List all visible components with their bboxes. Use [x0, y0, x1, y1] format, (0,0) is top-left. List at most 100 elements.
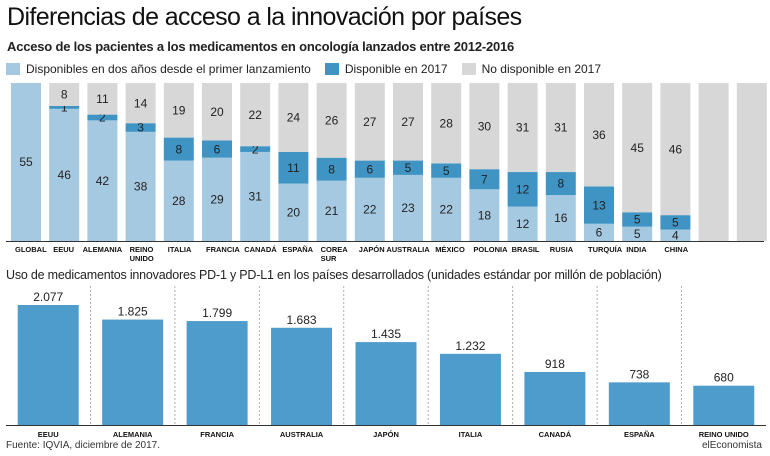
bar-segment: [469, 83, 500, 170]
bar-value-label: 2.077: [33, 290, 63, 304]
bar-stack: 6 13 36: [584, 83, 614, 241]
segment-value-label: 2: [99, 111, 106, 125]
segment-value-label: 6: [596, 226, 603, 240]
bar-stack: 28 8 19: [163, 83, 194, 241]
segment-value-label: 5: [405, 161, 412, 175]
category-label: COREA: [321, 245, 349, 254]
bar-segment: [163, 137, 194, 161]
bar-segment: [316, 83, 347, 158]
bar-segment: [240, 146, 271, 152]
bar-value-label: 918: [545, 357, 565, 371]
segment-value-label: 11: [96, 92, 109, 106]
bar-segment: [278, 83, 309, 152]
bar-stack: 55 45: [622, 83, 653, 241]
bar-segment: [87, 83, 118, 115]
segment-value-label: 6: [366, 162, 373, 176]
bar: [102, 319, 164, 425]
legend-label: Disponibles en dos años desde el primer …: [26, 62, 311, 76]
bar-segment: [125, 131, 156, 241]
segment-value-label: 5: [634, 213, 641, 227]
segment-value-label: 8: [557, 177, 564, 191]
segment-value-label: 42: [96, 174, 110, 188]
bar-value-label: 1.683: [287, 313, 317, 327]
category-label: EEUU: [53, 245, 74, 254]
bar-segment: [202, 157, 232, 241]
segment-value-label: 16: [554, 211, 568, 225]
category-label: ALEMANIA: [113, 430, 153, 439]
bar-segment: [49, 83, 80, 106]
segment-value-label: 30: [478, 119, 492, 133]
bar-segment: [507, 206, 538, 241]
segment-value-label: 38: [134, 180, 148, 194]
segment-value-label: 21: [325, 204, 339, 218]
category-label: BRASIL: [512, 245, 540, 254]
bar-empty: [736, 83, 767, 241]
category-label: JAPÓN: [373, 430, 399, 439]
bar-value-label: 1.799: [202, 306, 232, 320]
bar-stack: 20 11 24: [278, 83, 309, 241]
category-label: CANADÁ: [244, 245, 277, 254]
bar-segment: [163, 83, 194, 138]
category-label: JAPÓN: [359, 245, 385, 254]
bar-stack: 22 6 27: [354, 83, 385, 241]
bar-value-label: 1.232: [455, 339, 485, 353]
category-label: TURQUÍA: [588, 245, 623, 254]
section2-title: Uso de medicamentos innovadores PD-1 y P…: [6, 268, 662, 282]
bar: [17, 305, 79, 425]
legend-item-available-two-years: Disponibles en dos años desde el primer …: [6, 62, 311, 76]
legend-label: No disponible en 2017: [481, 62, 602, 76]
legend-item-available-2017: Disponible en 2017: [324, 62, 448, 76]
segment-value-label: 11: [287, 161, 300, 175]
bar-segment: [622, 212, 653, 227]
bar-segment: [316, 180, 347, 241]
segment-value-label: 8: [328, 162, 335, 176]
bar: [693, 385, 755, 425]
segment-value-label: 27: [401, 115, 415, 129]
source-note: Fuente: IQVIA, diciembre de 2017.: [6, 440, 160, 451]
bar-segment: [507, 172, 538, 207]
category-label: INDIA: [626, 245, 647, 254]
bar-stack: 21 8 26: [316, 83, 347, 241]
bar-segment: [49, 108, 80, 241]
bar-stack: 45 46: [660, 83, 691, 242]
bar-segment: [49, 105, 80, 109]
category-label: ITALIA: [168, 245, 192, 254]
bar-segment: [431, 163, 462, 178]
segment-value-label: 5: [672, 216, 679, 230]
bar-stack: 38 3 14: [125, 83, 156, 241]
category-label: UNIDO: [130, 254, 154, 263]
bar-segment: [584, 186, 614, 224]
bar-segment: [431, 83, 462, 164]
bar-segment: [125, 83, 156, 124]
segment-value-label: 31: [249, 190, 263, 204]
chart-title: Diferencias de acceso a la innovación po…: [7, 3, 522, 31]
bar-stack: [736, 83, 767, 241]
bar: [439, 353, 501, 425]
category-label: CANADÁ: [539, 430, 572, 439]
category-label: REINO UNIDO: [699, 430, 749, 439]
bar: [271, 327, 333, 425]
category-label: RUSIA: [550, 245, 574, 254]
segment-value-label: 31: [516, 121, 530, 135]
segment-value-label: 46: [669, 142, 683, 156]
category-label: FRANCIA: [200, 430, 234, 439]
bar-stack: 18 7 30: [469, 83, 500, 241]
bar-empty: [698, 83, 729, 241]
category-label: AUSTRALIA: [280, 430, 324, 439]
bar-segment: [87, 114, 118, 121]
category-label: SUR: [321, 254, 337, 263]
legend-label: Disponible en 2017: [344, 62, 448, 76]
bar-stack: 16 8 31: [545, 83, 576, 241]
bar-segment: [469, 169, 500, 190]
bar-stack: 42 2 11: [87, 83, 118, 241]
legend-item-not-available-2017: No disponible en 2017: [461, 62, 602, 76]
segment-value-label: 24: [287, 111, 301, 125]
segment-value-label: 55: [19, 155, 33, 169]
segment-value-label: 29: [210, 193, 224, 207]
bar-stack: 46 18: [49, 83, 80, 241]
bar-stack: 22 5 28: [431, 83, 462, 241]
bar-segment: [660, 83, 691, 216]
category-label: EEUU: [38, 430, 59, 439]
bar-segment: [660, 215, 691, 230]
bar-segment: [545, 172, 576, 196]
